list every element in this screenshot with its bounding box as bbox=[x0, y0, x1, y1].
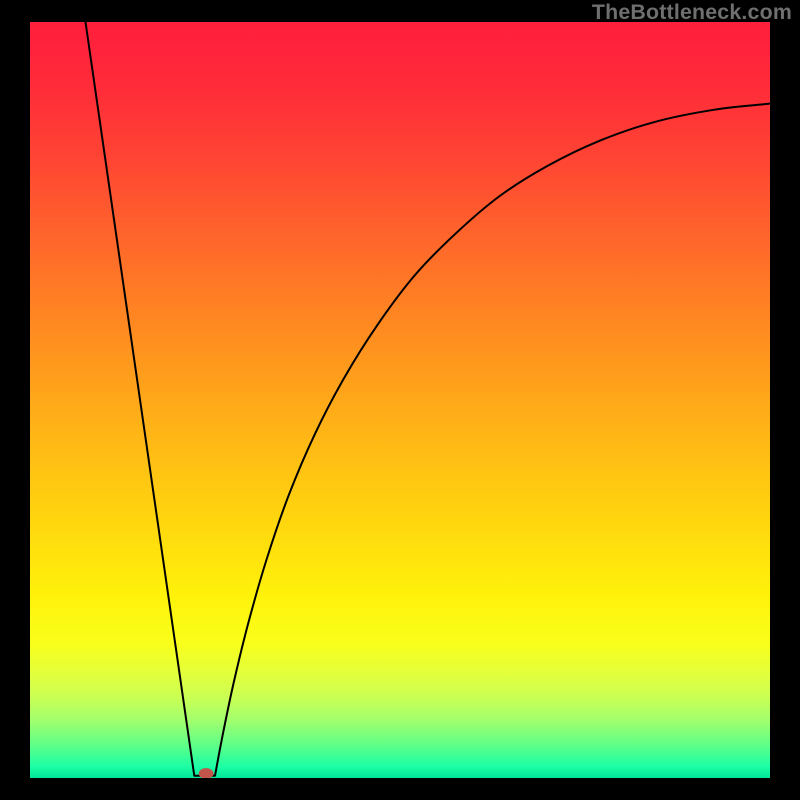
bottleneck-chart bbox=[30, 22, 770, 778]
watermark-text: TheBottleneck.com bbox=[592, 0, 792, 25]
chart-frame: TheBottleneck.com bbox=[0, 0, 800, 800]
